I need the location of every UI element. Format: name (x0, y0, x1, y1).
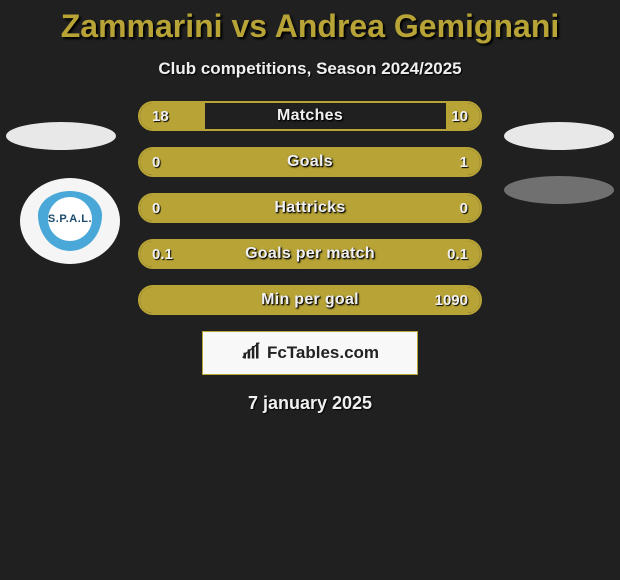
stat-label: Hattricks (140, 199, 480, 217)
stat-row: Goals0 1 (138, 147, 482, 177)
club-logo (20, 178, 120, 264)
stat-value-left: 0.1 (152, 246, 173, 263)
stat-value-right: 0 (460, 200, 468, 217)
page-title: Zammarini vs Andrea Gemignani (0, 0, 620, 45)
stat-value-right: 0.1 (447, 246, 468, 263)
stat-value-left: 0 (152, 200, 160, 217)
stat-label: Matches (140, 107, 480, 125)
stat-row: Matches18 10 (138, 101, 482, 131)
subtitle: Club competitions, Season 2024/2025 (0, 59, 620, 79)
stat-label: Min per goal (140, 291, 480, 309)
stat-label: Goals per match (140, 245, 480, 263)
stat-value-right: 10 (451, 108, 468, 125)
stat-label: Goals (140, 153, 480, 171)
stat-row: Goals per match0.1 0.1 (138, 239, 482, 269)
stat-value-right: 1090 (435, 292, 468, 309)
chart-icon (241, 341, 261, 366)
stats-chart: Matches1810Goals01Hattricks00Goals per m… (138, 101, 482, 315)
player-logo-right-2 (504, 176, 614, 204)
player-logo-right-1 (504, 122, 614, 150)
footer-brand-text: FcTables.com (267, 343, 379, 363)
stat-row: Min per goal1090 (138, 285, 482, 315)
stat-value-right: 1 (460, 154, 468, 171)
player-logo-left-1 (6, 122, 116, 150)
stat-row: Hattricks0 0 (138, 193, 482, 223)
date-text: 7 january 2025 (0, 393, 620, 414)
stat-value-left: 0 (152, 154, 160, 171)
club-logo-inner (38, 191, 102, 251)
stat-value-left: 18 (152, 108, 169, 125)
footer-brand-box: FcTables.com (202, 331, 418, 375)
